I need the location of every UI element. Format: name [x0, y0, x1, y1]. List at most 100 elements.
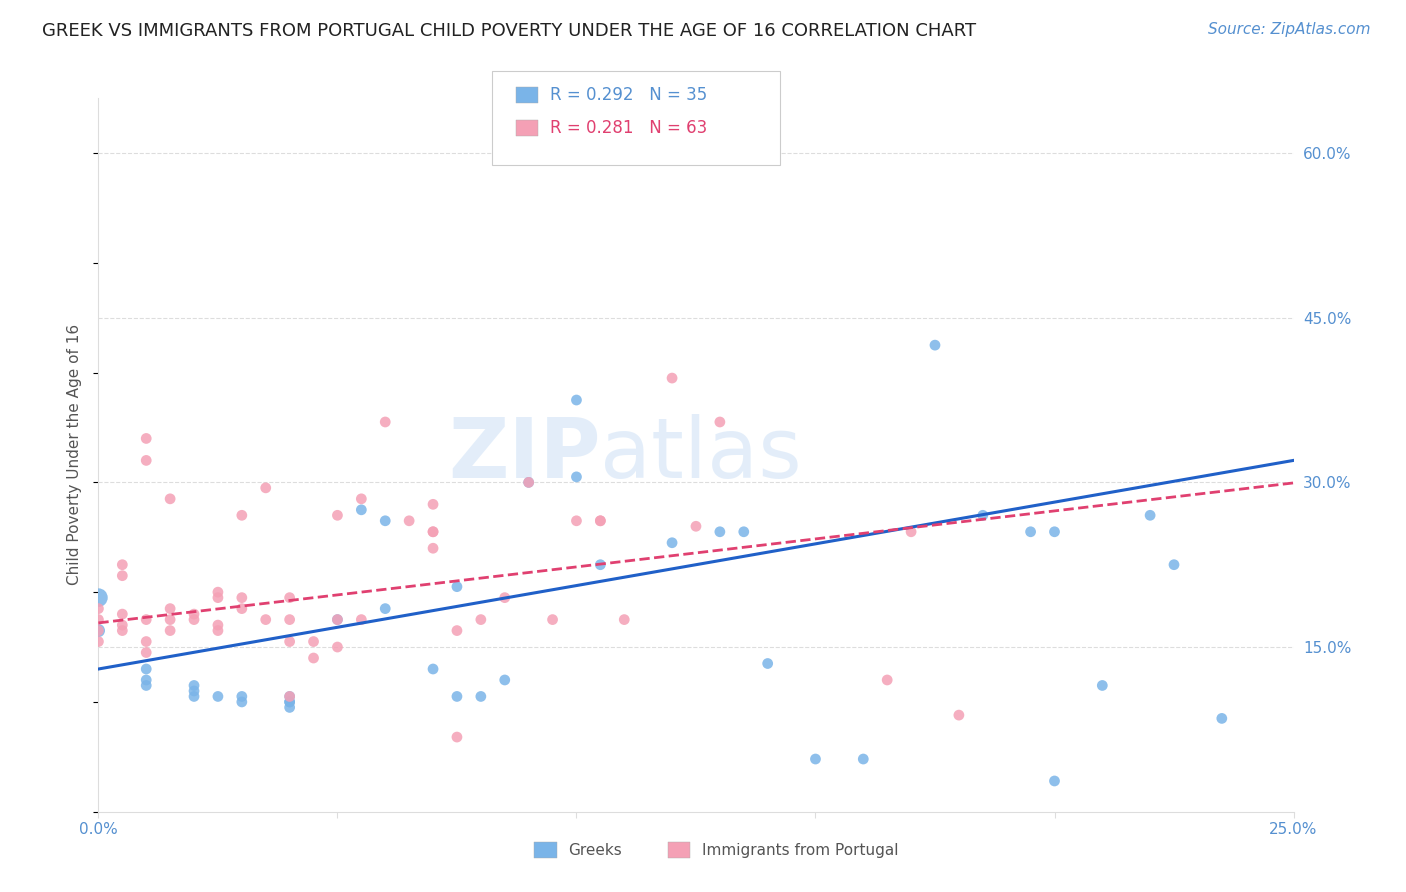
Point [756, 657, 779, 671]
Point [87, 634, 110, 648]
Point [278, 591, 301, 605]
Point [111, 568, 134, 582]
Text: Source: ZipAtlas.com: Source: ZipAtlas.com [1208, 22, 1371, 37]
Point [422, 662, 444, 676]
Point [87, 624, 110, 638]
Point [470, 613, 492, 627]
Point [1043, 524, 1066, 539]
Point [111, 618, 134, 632]
Point [446, 730, 468, 744]
Point [374, 601, 396, 615]
Point [924, 338, 946, 352]
Point [207, 585, 229, 599]
Point [111, 558, 134, 572]
Point [589, 558, 612, 572]
Point [326, 613, 349, 627]
Point [350, 613, 373, 627]
Point [685, 519, 707, 533]
Point [302, 651, 325, 665]
Point [207, 690, 229, 704]
Point [494, 591, 516, 605]
Point [422, 541, 444, 556]
Point [87, 591, 110, 605]
Point [350, 503, 373, 517]
Point [661, 371, 683, 385]
Point [87, 624, 110, 638]
Point [254, 481, 277, 495]
Point [135, 634, 157, 648]
Point [111, 624, 134, 638]
Point [183, 678, 205, 692]
Point [231, 601, 253, 615]
Point [565, 470, 588, 484]
Point [159, 491, 181, 506]
Y-axis label: Child Poverty Under the Age of 16: Child Poverty Under the Age of 16 [67, 325, 83, 585]
Point [135, 662, 157, 676]
Point [231, 508, 253, 523]
Point [207, 624, 229, 638]
Point [709, 524, 731, 539]
Point [398, 514, 420, 528]
Point [1139, 508, 1161, 523]
Point [87, 601, 110, 615]
Point [135, 673, 157, 687]
Point [183, 690, 205, 704]
Point [278, 634, 301, 648]
Point [709, 415, 731, 429]
Text: atlas: atlas [600, 415, 801, 495]
Point [231, 695, 253, 709]
Point [326, 613, 349, 627]
Point [183, 613, 205, 627]
Text: Greeks: Greeks [568, 843, 621, 857]
Point [517, 475, 540, 490]
Point [1211, 711, 1233, 725]
Point [733, 524, 755, 539]
Point [446, 690, 468, 704]
Point [231, 690, 253, 704]
Point [326, 640, 349, 654]
Point [278, 695, 301, 709]
Point [374, 415, 396, 429]
Point [852, 752, 875, 766]
Text: Immigrants from Portugal: Immigrants from Portugal [702, 843, 898, 857]
Text: R = 0.292   N = 35: R = 0.292 N = 35 [550, 86, 707, 103]
Point [254, 613, 277, 627]
Point [159, 601, 181, 615]
Point [207, 618, 229, 632]
Point [135, 432, 157, 446]
Point [1091, 678, 1114, 692]
Point [422, 524, 444, 539]
Point [278, 695, 301, 709]
Point [278, 690, 301, 704]
Point [661, 535, 683, 549]
Point [374, 514, 396, 528]
Point [183, 684, 205, 698]
Point [446, 580, 468, 594]
Point [135, 453, 157, 467]
Point [278, 690, 301, 704]
Point [159, 624, 181, 638]
Point [589, 514, 612, 528]
Point [613, 613, 636, 627]
Point [565, 392, 588, 407]
Point [326, 508, 349, 523]
Point [1043, 774, 1066, 789]
Point [278, 613, 301, 627]
Point [207, 591, 229, 605]
Text: R = 0.281   N = 63: R = 0.281 N = 63 [550, 120, 707, 137]
Point [422, 497, 444, 511]
Point [350, 491, 373, 506]
Point [111, 607, 134, 621]
Point [159, 613, 181, 627]
Point [517, 475, 540, 490]
Point [900, 524, 922, 539]
Point [87, 613, 110, 627]
Point [494, 673, 516, 687]
Point [231, 591, 253, 605]
Point [541, 613, 564, 627]
Point [135, 613, 157, 627]
Point [589, 514, 612, 528]
Point [972, 508, 994, 523]
Point [183, 607, 205, 621]
Point [470, 690, 492, 704]
